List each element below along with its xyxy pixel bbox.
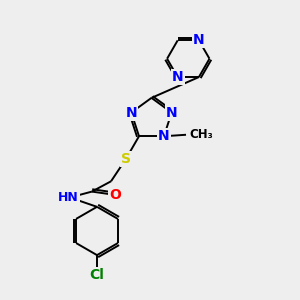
Text: S: S bbox=[121, 152, 131, 166]
Text: N: N bbox=[172, 70, 184, 84]
Text: O: O bbox=[110, 188, 122, 202]
Text: CH₃: CH₃ bbox=[189, 128, 213, 141]
Text: HN: HN bbox=[58, 191, 79, 204]
Text: N: N bbox=[166, 106, 177, 119]
Text: N: N bbox=[158, 129, 170, 143]
Text: N: N bbox=[193, 33, 205, 47]
Text: N: N bbox=[125, 106, 137, 119]
Text: Cl: Cl bbox=[90, 268, 104, 282]
Text: N: N bbox=[158, 129, 170, 143]
